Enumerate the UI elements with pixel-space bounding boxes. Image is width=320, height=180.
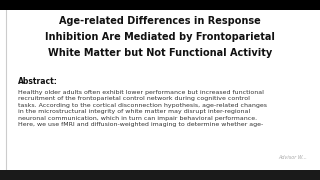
Text: Abstract:: Abstract: [18, 77, 58, 86]
Text: Advisor W...: Advisor W... [278, 156, 307, 161]
Text: White Matter but Not Functional Activity: White Matter but Not Functional Activity [48, 48, 272, 58]
Bar [0, 0, 320, 10]
Text: Age-related Differences in Response: Age-related Differences in Response [59, 16, 261, 26]
Text: Inhibition Are Mediated by Frontoparietal: Inhibition Are Mediated by Frontoparieta… [45, 32, 275, 42]
Text: Healthy older adults often exhibit lower performance but increased functional
re: Healthy older adults often exhibit lower… [18, 90, 267, 127]
Bar [0, 170, 320, 180]
